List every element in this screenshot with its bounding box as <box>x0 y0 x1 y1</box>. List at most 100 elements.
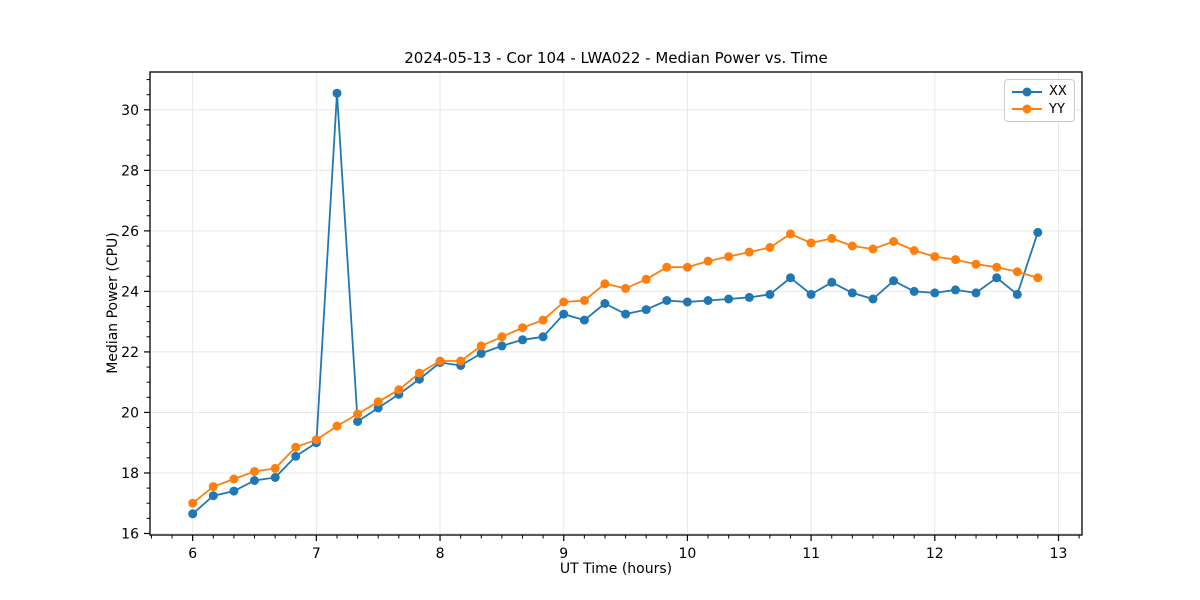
series-YY <box>188 229 1043 508</box>
x-tick-label: 6 <box>188 546 197 562</box>
data-point-YY <box>971 259 981 269</box>
legend-entry-xx: XX <box>1012 83 1067 101</box>
data-point-XX <box>476 348 486 358</box>
data-point-XX <box>538 332 548 342</box>
data-point-XX <box>703 296 713 305</box>
data-point-YY <box>641 274 651 284</box>
data-point-XX <box>600 299 610 308</box>
data-point-XX <box>971 288 981 298</box>
data-point-XX <box>353 417 363 426</box>
y-tick-label: 18 <box>121 466 139 482</box>
data-point-YY <box>827 233 837 243</box>
data-point-YY <box>909 246 919 255</box>
data-point-YY <box>518 323 528 333</box>
chart-title: 2024-05-13 - Cor 104 - LWA022 - Median P… <box>404 49 828 67</box>
data-point-XX <box>188 509 198 519</box>
y-tick-label: 24 <box>121 284 139 300</box>
data-point-XX <box>806 289 816 299</box>
legend-swatch-yy <box>1012 104 1042 114</box>
data-point-YY <box>600 279 610 289</box>
x-axis-label: UT Time (hours) <box>559 561 673 577</box>
axis-tick-labels: 6 7 8 9 10 11 12 13 16 18 20 22 24 26 28 30 <box>121 103 1067 562</box>
x-tick-label: 13 <box>1050 546 1068 562</box>
data-point-XX <box>208 491 218 501</box>
data-point-YY <box>992 262 1002 272</box>
data-point-YY <box>250 467 259 476</box>
legend: XX YY <box>1004 79 1075 122</box>
data-point-YY <box>703 256 713 266</box>
data-point-XX <box>682 297 692 307</box>
data-point-YY <box>538 315 548 325</box>
legend-entry-yy: YY <box>1012 101 1067 119</box>
data-point-YY <box>559 297 569 307</box>
data-point-YY <box>394 385 404 395</box>
data-point-YY <box>868 244 878 254</box>
data-point-XX <box>229 486 239 496</box>
grid-lines <box>150 72 1082 535</box>
data-point-XX <box>332 88 342 98</box>
data-point-YY <box>476 341 486 351</box>
series-XX-line <box>191 92 1039 515</box>
data-point-YY <box>208 482 218 492</box>
data-point-XX <box>992 273 1002 283</box>
data-point-YY <box>744 247 754 257</box>
data-point-YY <box>188 498 198 508</box>
data-point-YY <box>332 421 342 431</box>
data-point-XX <box>1033 227 1043 237</box>
data-point-YY <box>270 463 280 473</box>
data-point-XX <box>868 294 878 304</box>
y-tick-label: 22 <box>121 345 139 361</box>
data-point-XX <box>1012 289 1022 299</box>
data-point-YY <box>786 229 795 239</box>
data-point-YY <box>724 252 734 262</box>
data-point-XX <box>951 285 960 295</box>
x-tick-label: 11 <box>802 546 820 562</box>
data-point-XX <box>930 288 940 298</box>
data-point-YY <box>229 474 239 484</box>
data-point-YY <box>806 238 816 248</box>
data-point-XX <box>744 292 754 302</box>
data-point-YY <box>373 397 383 407</box>
x-tick-label: 9 <box>559 546 568 562</box>
data-point-YY <box>456 356 466 366</box>
y-tick-label: 26 <box>121 224 139 240</box>
axis-ticks <box>144 79 1080 541</box>
series-YY-line <box>191 232 1039 505</box>
x-tick-label: 10 <box>679 546 697 562</box>
data-point-YY <box>662 262 672 272</box>
data-point-XX <box>662 296 672 305</box>
data-point-XX <box>889 276 899 286</box>
x-tick-label: 8 <box>436 546 445 562</box>
data-point-YY <box>291 442 301 452</box>
data-point-YY <box>579 296 589 305</box>
legend-marker-icon <box>1022 87 1032 97</box>
data-point-XX <box>909 286 919 296</box>
data-point-XX <box>250 476 259 485</box>
data-point-YY <box>765 243 775 252</box>
data-point-YY <box>414 368 424 378</box>
data-point-YY <box>889 237 899 246</box>
data-point-YY <box>847 241 857 251</box>
data-point-XX <box>559 309 569 319</box>
legend-label-yy: YY <box>1049 101 1065 117</box>
y-tick-label: 20 <box>121 405 139 421</box>
y-tick-label: 28 <box>121 163 139 179</box>
data-point-XX <box>827 277 837 287</box>
data-point-XX <box>579 315 589 325</box>
x-tick-label: 12 <box>926 546 944 562</box>
data-point-XX <box>724 294 734 304</box>
data-point-YY <box>621 283 631 293</box>
data-point-XX <box>497 341 507 351</box>
legend-marker-icon <box>1022 104 1032 114</box>
data-point-YY <box>311 435 321 445</box>
x-tick-label: 7 <box>312 546 321 562</box>
data-point-XX <box>765 289 775 299</box>
data-point-YY <box>682 262 692 272</box>
data-point-YY <box>353 409 363 419</box>
data-point-YY <box>435 356 445 366</box>
y-tick-label: 30 <box>121 103 139 119</box>
data-point-YY <box>497 332 507 342</box>
data-point-YY <box>1033 273 1043 283</box>
y-tick-label: 16 <box>121 526 139 542</box>
data-point-XX <box>786 273 795 283</box>
